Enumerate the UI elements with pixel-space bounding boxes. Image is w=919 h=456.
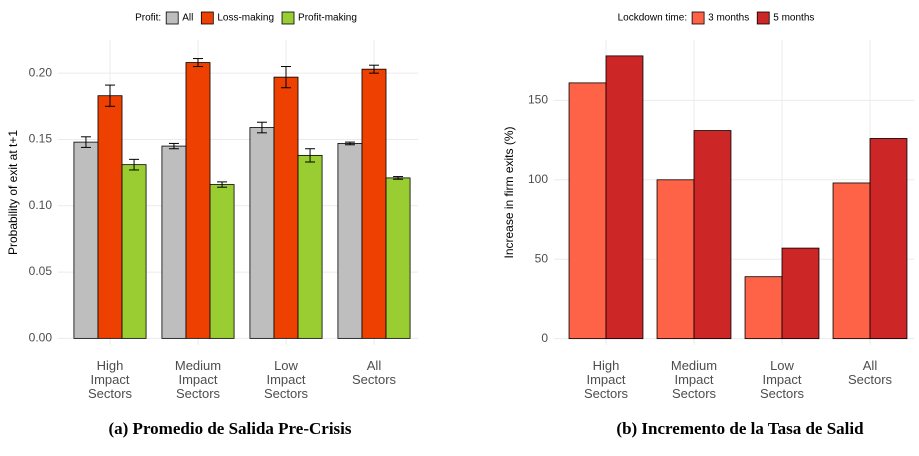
y-tick-label: 50 xyxy=(535,251,549,265)
bar xyxy=(297,154,323,339)
y-tick-label: 0.10 xyxy=(29,198,53,212)
y-axis-title: Probability of exit at t+1 xyxy=(6,130,20,255)
bar xyxy=(744,276,783,340)
error-bar xyxy=(344,141,355,146)
error-bar xyxy=(305,148,316,163)
legend-title: Profit: xyxy=(135,13,161,24)
chart-panel: 0.00 0.05 0.10 0.15 0.20 Probability of exit … xyxy=(6,11,418,438)
y-axis-title: Increase in firm exits (%) xyxy=(502,126,516,258)
error-bar xyxy=(281,66,291,89)
legend: Profit: All Loss-making Profit-making xyxy=(135,11,357,25)
legend-title: Lockdown time: xyxy=(618,13,687,24)
y-tick-label: 150 xyxy=(528,93,548,107)
caption: (b) Incremento de la Tasa de Salid xyxy=(616,419,864,438)
x-tick-label: High Impact Sectors xyxy=(88,358,133,401)
bar xyxy=(693,130,732,340)
bar xyxy=(209,184,235,339)
y-tick-label: 0.15 xyxy=(29,132,53,146)
error-bar xyxy=(80,136,91,148)
error-bar xyxy=(193,58,203,68)
x-tick-label: Low Impact Sectors xyxy=(760,358,805,401)
error-bar xyxy=(256,121,267,134)
legend-label: All xyxy=(182,13,193,24)
error-bar xyxy=(129,158,140,171)
error-bar xyxy=(393,176,404,180)
legend-label: 5 months xyxy=(773,13,814,24)
x-tick-label: Medium Impact Sectors xyxy=(671,358,717,401)
y-tick-label: 0 xyxy=(541,331,548,345)
y-tick-label: 0.20 xyxy=(29,65,53,79)
bar xyxy=(273,76,299,339)
bar xyxy=(249,127,275,339)
legend-swatch xyxy=(756,11,770,25)
bar xyxy=(869,138,908,340)
bar xyxy=(385,177,411,339)
bar xyxy=(568,82,607,340)
legend: Lockdown time: 3 months 5 months xyxy=(618,11,814,25)
x-tick-label: High Impact Sectors xyxy=(584,358,629,401)
bar xyxy=(97,95,123,339)
chart-panel: 0 50 100 150 Increase in firm exits (%) High I… xyxy=(502,11,914,438)
legend-label: Profit-making xyxy=(298,13,357,24)
bar xyxy=(781,247,820,340)
error-bar xyxy=(369,64,379,74)
legend-label: Loss-making xyxy=(217,13,274,24)
x-tick-label: Medium Impact Sectors xyxy=(175,358,221,401)
error-bar xyxy=(217,181,228,188)
caption: (a) Promedio de Salida Pre-Crisis xyxy=(108,419,351,438)
bar xyxy=(337,143,363,339)
bar xyxy=(185,62,211,339)
bar xyxy=(605,55,644,340)
error-bar xyxy=(105,84,115,107)
bar xyxy=(832,182,871,340)
bar xyxy=(161,145,187,339)
legend-swatch xyxy=(691,11,705,25)
legend-swatch xyxy=(200,11,214,25)
legend-swatch xyxy=(281,11,295,25)
x-tick-label: Low Impact Sectors xyxy=(264,358,309,401)
error-bar xyxy=(168,142,179,150)
legend-label: 3 months xyxy=(708,13,749,24)
bar xyxy=(361,68,387,339)
y-tick-label: 100 xyxy=(528,172,548,186)
bar xyxy=(73,141,99,339)
x-tick-label: All Sectors xyxy=(848,358,893,387)
bar xyxy=(656,179,695,340)
y-tick-label: 0.00 xyxy=(29,331,53,345)
y-tick-label: 0.05 xyxy=(29,264,53,278)
x-tick-label: All Sectors xyxy=(352,358,397,387)
legend-swatch xyxy=(165,11,179,25)
bar xyxy=(121,164,147,339)
